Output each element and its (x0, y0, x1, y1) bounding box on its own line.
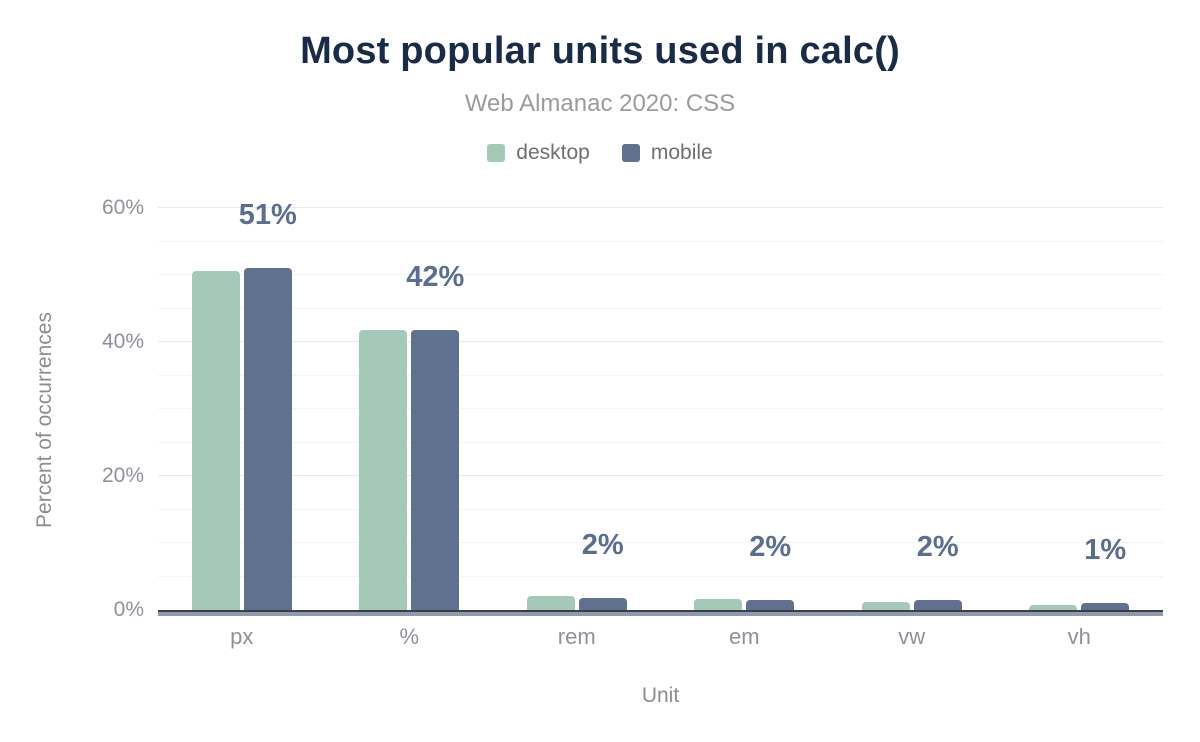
chart-title: Most popular units used in calc() (300, 30, 900, 72)
x-tick-label-rem: rem (557, 624, 596, 649)
bar-%-desktop (359, 329, 408, 610)
legend-item-mobile: mobile (621, 141, 713, 165)
bar-em-desktop (694, 599, 743, 610)
gridline-35 (158, 374, 1163, 376)
bar-group-px: 51% px (158, 199, 326, 649)
y-axis-title: Percent of occurrences (33, 312, 56, 528)
gridline-45 (158, 307, 1163, 309)
x-axis-underline (158, 612, 1163, 616)
bar-value-label-px: 51% (238, 199, 297, 232)
gridline-5 (158, 575, 1163, 577)
bar-group-rem: 2% rem (493, 208, 661, 649)
legend-item-desktop: desktop (487, 141, 590, 165)
gridline-30 (158, 408, 1163, 409)
bar-px-desktop (191, 270, 240, 610)
y-tick-label-60%: 60% (101, 196, 144, 219)
x-axis-title: Unit (641, 684, 680, 707)
bar-px-mobile (243, 268, 292, 610)
x-axis-line (158, 610, 1163, 612)
gridline-10 (158, 542, 1163, 543)
gridline-40 (158, 341, 1163, 342)
gridline-50 (158, 274, 1163, 275)
bar-em-mobile (746, 599, 795, 610)
x-tick-label-%: % (399, 624, 420, 649)
legend-swatch-mobile (621, 144, 640, 162)
bar-group-em: 2% em (661, 208, 829, 649)
bar-vh-mobile (1081, 602, 1130, 610)
chart-subtitle: Web Almanac 2020: CSS (464, 90, 736, 117)
bar-vw-desktop (861, 601, 910, 610)
bar-value-label-rem: 2% (581, 528, 624, 561)
plot-area: 51% px 42%% 2% rem 2% em 2% vw 1% vh 0% 20% 40% 60% (102, 196, 1164, 649)
bar-vw-mobile (913, 599, 962, 610)
legend-label-desktop: desktop (516, 141, 590, 164)
legend-swatch-desktop (487, 144, 506, 162)
bar-rem-desktop (526, 595, 575, 610)
bar-group-%: 42%% (326, 208, 494, 649)
gridline-15 (158, 508, 1163, 510)
bar-vh-desktop (1029, 605, 1078, 610)
y-tick-label-20%: 20% (101, 464, 144, 487)
bar-value-label-em: 2% (749, 530, 792, 563)
bar-group-vh: 1% vh (996, 208, 1164, 649)
x-tick-label-vh: vh (1067, 624, 1091, 649)
bar-rem-mobile (578, 597, 627, 610)
bar-groups: 51% px 42%% 2% rem 2% em 2% vw 1% vh (158, 199, 1164, 649)
gridline-60 (158, 207, 1163, 208)
gridline-20 (158, 475, 1163, 476)
y-tick-label-40%: 40% (101, 330, 144, 353)
bar-value-label-vh: 1% (1084, 533, 1127, 566)
x-tick-label-vw: vw (898, 624, 926, 649)
x-tick-label-em: em (728, 624, 760, 649)
bar-value-label-%: 42% (406, 260, 465, 293)
gridline-55 (158, 240, 1163, 242)
legend-label-mobile: mobile (650, 141, 713, 164)
gridline-25 (158, 441, 1163, 443)
bar-group-vw: 2% vw (828, 208, 996, 649)
bar-%-mobile (411, 329, 460, 610)
y-tick-label-0%: 0% (113, 598, 144, 621)
legend: desktop mobile (0, 141, 1200, 165)
x-tick-label-px: px (230, 624, 254, 649)
bar-value-label-vw: 2% (916, 530, 959, 563)
